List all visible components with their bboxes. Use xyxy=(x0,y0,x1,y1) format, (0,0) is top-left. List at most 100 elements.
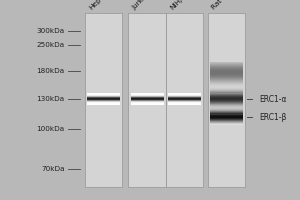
Bar xyxy=(210,63,243,64)
Bar xyxy=(168,99,201,100)
Text: 70kDa: 70kDa xyxy=(41,166,64,172)
Bar xyxy=(87,98,120,99)
Bar xyxy=(128,13,166,187)
Bar xyxy=(168,101,201,102)
Bar xyxy=(85,13,122,187)
Bar xyxy=(210,103,243,104)
Text: Jurkat: Jurkat xyxy=(131,0,150,11)
Bar xyxy=(168,100,201,101)
Bar xyxy=(130,102,164,103)
Bar xyxy=(87,102,120,103)
Text: 130kDa: 130kDa xyxy=(36,96,64,102)
Bar xyxy=(210,82,243,83)
Bar xyxy=(87,99,120,100)
Bar xyxy=(210,112,243,113)
Bar xyxy=(210,105,243,106)
Bar xyxy=(168,97,201,98)
Bar xyxy=(210,122,243,123)
Bar xyxy=(210,91,243,92)
Bar xyxy=(210,84,243,85)
Bar xyxy=(130,100,164,101)
Bar xyxy=(210,116,243,118)
Bar xyxy=(210,85,243,86)
Bar xyxy=(168,94,201,95)
Bar xyxy=(210,95,243,97)
Bar xyxy=(210,68,243,69)
Bar xyxy=(210,74,243,76)
Bar xyxy=(210,62,243,63)
Bar xyxy=(210,98,243,99)
Text: Rat brain: Rat brain xyxy=(211,0,238,11)
Bar xyxy=(210,109,243,110)
Bar xyxy=(210,101,243,102)
Bar xyxy=(130,96,164,97)
Bar xyxy=(210,110,243,111)
Bar xyxy=(168,100,201,101)
Bar xyxy=(87,101,120,102)
Text: ERC1-α: ERC1-α xyxy=(260,95,287,104)
Bar xyxy=(210,73,243,75)
Bar xyxy=(168,103,201,104)
Bar xyxy=(210,96,243,98)
Bar xyxy=(130,95,164,96)
Bar xyxy=(210,86,243,87)
Bar xyxy=(130,103,164,104)
Bar xyxy=(210,111,243,112)
Bar xyxy=(208,13,245,187)
Bar xyxy=(87,93,120,94)
Bar xyxy=(87,100,120,101)
Text: 250kDa: 250kDa xyxy=(36,42,64,48)
Bar xyxy=(130,97,164,98)
Bar xyxy=(210,92,243,94)
Bar xyxy=(168,93,201,94)
Text: HepG2: HepG2 xyxy=(88,0,110,11)
Bar xyxy=(210,67,243,68)
Bar xyxy=(210,107,243,108)
Bar xyxy=(210,71,243,73)
Bar xyxy=(87,94,120,95)
Text: 180kDa: 180kDa xyxy=(36,68,64,74)
Bar xyxy=(210,79,243,80)
Bar xyxy=(130,99,164,100)
Bar xyxy=(210,94,243,96)
Bar xyxy=(210,87,243,88)
Bar xyxy=(210,70,243,71)
Bar xyxy=(210,88,243,89)
Bar xyxy=(210,69,243,70)
Bar xyxy=(210,77,243,78)
Bar xyxy=(210,114,243,116)
Bar xyxy=(130,100,164,101)
Bar xyxy=(130,98,164,99)
Bar xyxy=(210,120,243,121)
Text: ERC1-β: ERC1-β xyxy=(260,112,287,121)
Bar xyxy=(210,81,243,82)
Bar xyxy=(87,96,120,97)
Bar xyxy=(210,90,243,91)
Bar xyxy=(210,80,243,81)
Bar xyxy=(130,94,164,95)
Bar xyxy=(87,94,120,95)
Text: 300kDa: 300kDa xyxy=(36,28,64,34)
Bar xyxy=(210,113,243,114)
Text: 100kDa: 100kDa xyxy=(36,126,64,132)
Bar xyxy=(210,66,243,67)
Bar xyxy=(130,101,164,102)
Bar xyxy=(210,104,243,105)
Bar xyxy=(210,100,243,101)
Bar xyxy=(210,89,243,90)
Bar xyxy=(210,99,243,100)
Bar xyxy=(210,65,243,66)
Bar xyxy=(168,102,201,103)
Bar xyxy=(168,94,201,95)
Bar xyxy=(210,117,243,119)
Bar xyxy=(87,100,120,101)
Bar xyxy=(168,95,201,96)
Bar xyxy=(168,99,201,100)
Bar xyxy=(130,99,164,100)
Bar xyxy=(210,115,243,117)
Bar xyxy=(210,118,243,120)
Bar xyxy=(130,93,164,94)
Bar xyxy=(210,108,243,109)
Bar xyxy=(87,103,120,104)
Bar xyxy=(168,98,201,99)
